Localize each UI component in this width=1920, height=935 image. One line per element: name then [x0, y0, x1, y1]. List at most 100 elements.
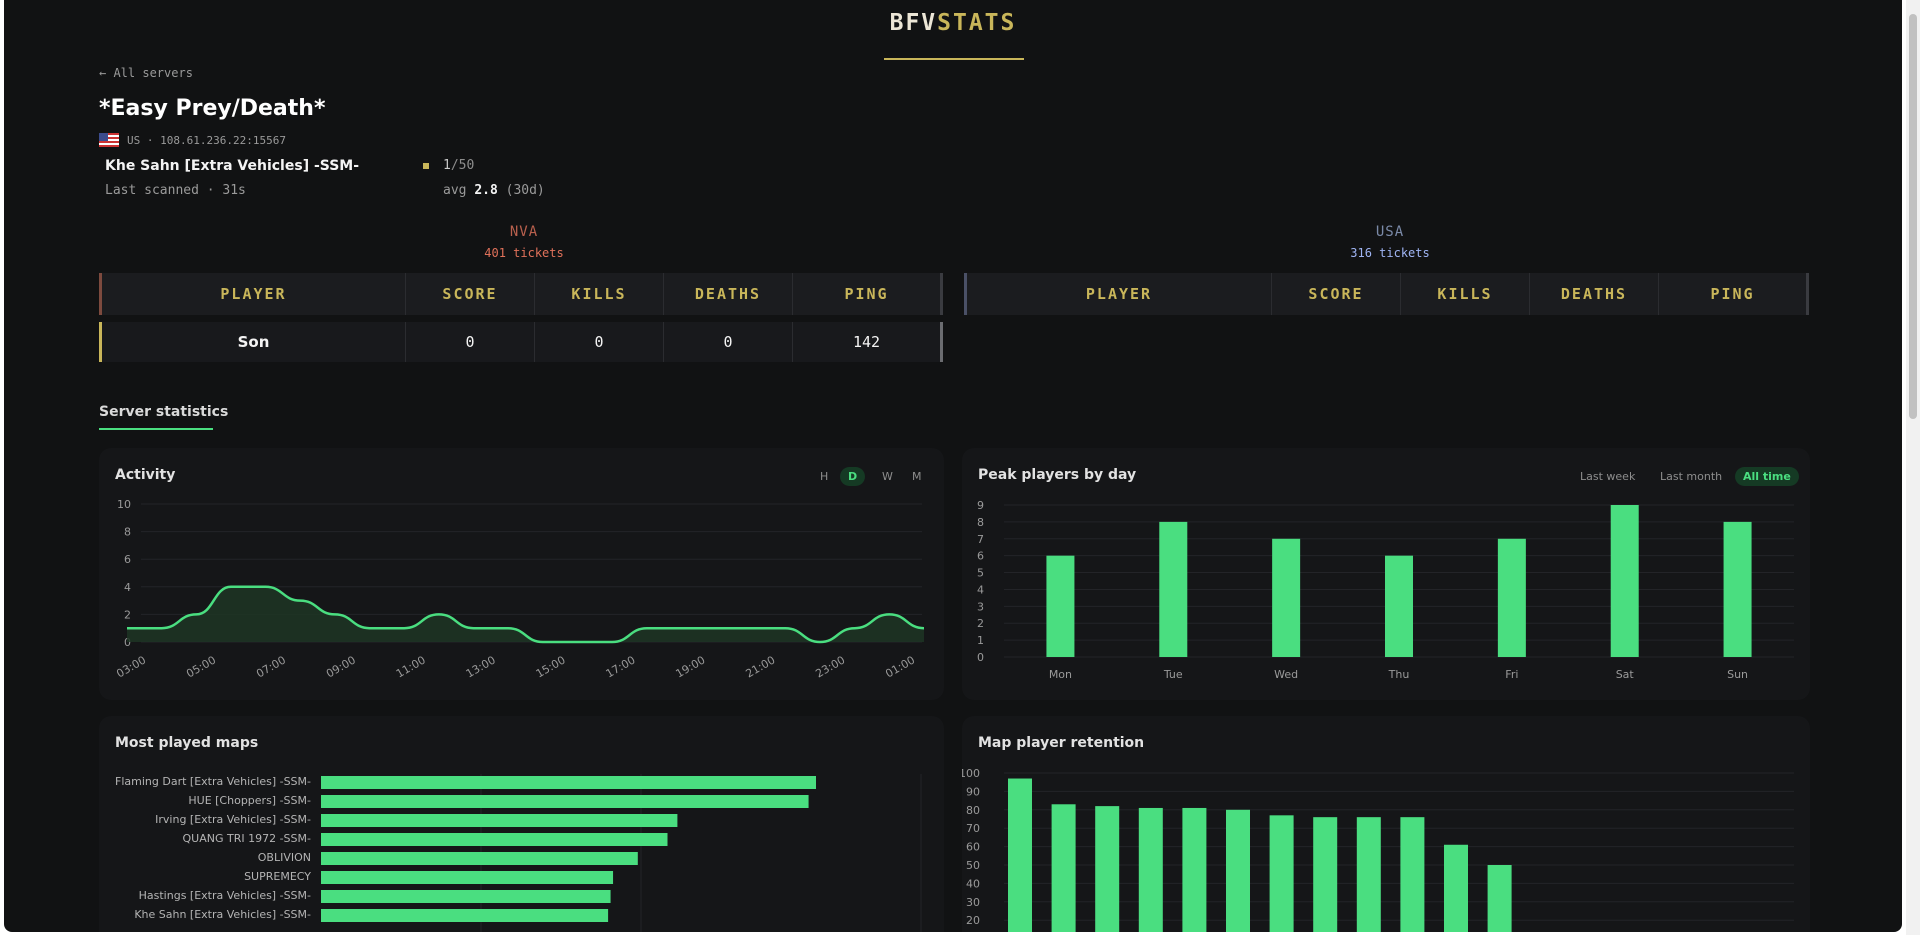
y-tick-label: 0: [124, 636, 131, 649]
range-last-week-button[interactable]: Last week: [1580, 470, 1636, 483]
y-tick-label: SUPREMECY: [244, 870, 311, 883]
y-tick-label: 4: [124, 581, 131, 594]
app-window: BFVSTATS ← All servers *Easy Prey/Death*…: [4, 0, 1902, 932]
y-tick-label: 6: [124, 553, 131, 566]
activity-card: Activity H D W M 0 2 4 6 8 10 03:00 05:00 07:00 0…: [99, 448, 944, 700]
scrollbar-thumb[interactable]: [1909, 14, 1917, 419]
y-tick-label: 20: [966, 914, 980, 927]
range-w-button[interactable]: W: [882, 470, 893, 483]
page-scrollbar[interactable]: [1906, 0, 1920, 935]
x-tick-label: 11:00: [394, 653, 428, 680]
x-tick-label: 15:00: [534, 653, 568, 680]
y-tick-label: 8: [124, 526, 131, 539]
peak-chart: 0 1 2 3 4 5 6 7 8 9 Mon Tue Wed Thu Fri Sat Sun: [977, 499, 1794, 681]
col-kills[interactable]: KILLS: [535, 273, 664, 315]
col-player[interactable]: PLAYER: [102, 273, 406, 315]
retention-bar: [1226, 809, 1250, 932]
y-tick-label: QUANG TRI 1972 -SSM-: [183, 832, 312, 845]
range-d-button[interactable]: D: [840, 467, 866, 486]
retention-bar: [1400, 817, 1425, 932]
x-tick-label: Wed: [1274, 668, 1298, 681]
player-name[interactable]: Son: [102, 322, 406, 362]
y-tick-label: 6: [977, 550, 984, 563]
y-tick-label: 40: [966, 877, 980, 890]
col-ping[interactable]: PING: [844, 285, 889, 303]
activity-title: Activity: [115, 467, 176, 483]
y-tick-label: 9: [977, 499, 984, 512]
y-tick-label: 10: [117, 498, 131, 511]
x-tick-label: 09:00: [324, 653, 358, 680]
col-kills[interactable]: KILLS: [1401, 273, 1530, 315]
server-location: US · 108.61.236.22:15567: [127, 134, 286, 147]
range-last-month-button[interactable]: Last month: [1660, 470, 1723, 483]
maps-chart: Flaming Dart [Extra Vehicles] -SSM- HUE […: [115, 774, 922, 932]
map-bar: [321, 909, 609, 922]
tab-server-statistics[interactable]: Server statistics: [99, 404, 229, 420]
range-all-time-button[interactable]: All time: [1735, 467, 1799, 486]
player-deaths: 0: [664, 322, 793, 362]
x-tick-label: 01:00: [883, 653, 917, 680]
col-player[interactable]: PLAYER: [967, 273, 1272, 315]
col-deaths[interactable]: DEATHS: [1530, 273, 1659, 315]
team-name-nva: NVA: [509, 224, 539, 240]
team-tickets-usa: 316 tickets: [1350, 246, 1430, 260]
x-tick-label: 13:00: [464, 653, 498, 680]
col-ping[interactable]: PING: [1710, 285, 1755, 303]
table-row[interactable]: Son 0 0 0 142: [99, 322, 943, 362]
site-logo[interactable]: BFVSTATS: [889, 10, 1017, 36]
y-tick-label: 70: [966, 822, 980, 835]
x-tick-label: Mon: [1049, 668, 1072, 681]
y-tick-label: 3: [977, 600, 984, 613]
y-tick-label: 4: [977, 583, 984, 596]
col-score[interactable]: SCORE: [1272, 273, 1401, 315]
activity-chart: 0 2 4 6 8 10 03:00 05:00 07:00 09:00 11:00 13:00 15:…: [114, 498, 925, 681]
bar-sat: [1610, 505, 1639, 657]
y-tick-label: 60: [966, 841, 980, 854]
y-tick-label: 5: [977, 567, 984, 580]
player-dot-icon: [423, 163, 429, 169]
current-map: Khe Sahn [Extra Vehicles] -SSM-: [105, 158, 360, 174]
x-tick-label: 21:00: [743, 653, 777, 680]
us-flag-icon: [99, 133, 119, 147]
map-bar: [321, 776, 816, 789]
peak-card: Peak players by day Last week Last month…: [962, 448, 1810, 700]
col-score[interactable]: SCORE: [406, 273, 535, 315]
bar-sun: [1723, 521, 1752, 657]
map-bar: [321, 890, 611, 903]
y-tick-label: Hastings [Extra Vehicles] -SSM-: [139, 889, 311, 902]
col-deaths[interactable]: DEATHS: [664, 273, 793, 315]
map-bar: [321, 833, 668, 846]
y-tick-label: 1: [977, 634, 984, 647]
player-score: 0: [406, 322, 535, 362]
map-bar: [321, 852, 638, 865]
team-tickets-nva: 401 tickets: [484, 246, 564, 260]
y-tick-label: 2: [124, 608, 131, 621]
range-m-button[interactable]: M: [912, 470, 922, 483]
range-h-button[interactable]: H: [820, 470, 829, 483]
y-tick-label: 50: [966, 859, 980, 872]
retention-bar: [1008, 778, 1032, 932]
retention-bar: [1138, 807, 1163, 932]
map-bar: [321, 871, 614, 884]
player-kills: 0: [535, 322, 664, 362]
y-tick-label: 8: [977, 516, 984, 529]
bar-fri: [1497, 538, 1526, 657]
retention-title: Map player retention: [978, 735, 1145, 751]
maps-card: Most played maps Flaming Dart [Extra Veh…: [99, 716, 944, 932]
y-tick-label: 80: [966, 804, 980, 817]
map-bar: [321, 814, 678, 827]
y-tick-label: 0: [977, 651, 984, 664]
y-tick-label: 100: [962, 767, 980, 780]
retention-bar: [1487, 865, 1512, 932]
bar-wed: [1272, 538, 1301, 657]
logo-underline: [884, 58, 1024, 60]
x-tick-label: 03:00: [114, 653, 148, 680]
y-tick-label: 30: [966, 896, 980, 909]
last-scanned: Last scanned · 31s: [105, 183, 246, 198]
back-to-servers-link[interactable]: ← All servers: [99, 66, 193, 80]
y-tick-label: HUE [Choppers] -SSM-: [188, 794, 311, 807]
retention-bar: [1313, 817, 1338, 932]
x-tick-label: Sat: [1616, 668, 1635, 681]
server-title: *Easy Prey/Death*: [99, 96, 326, 121]
tab-underline: [99, 428, 213, 430]
